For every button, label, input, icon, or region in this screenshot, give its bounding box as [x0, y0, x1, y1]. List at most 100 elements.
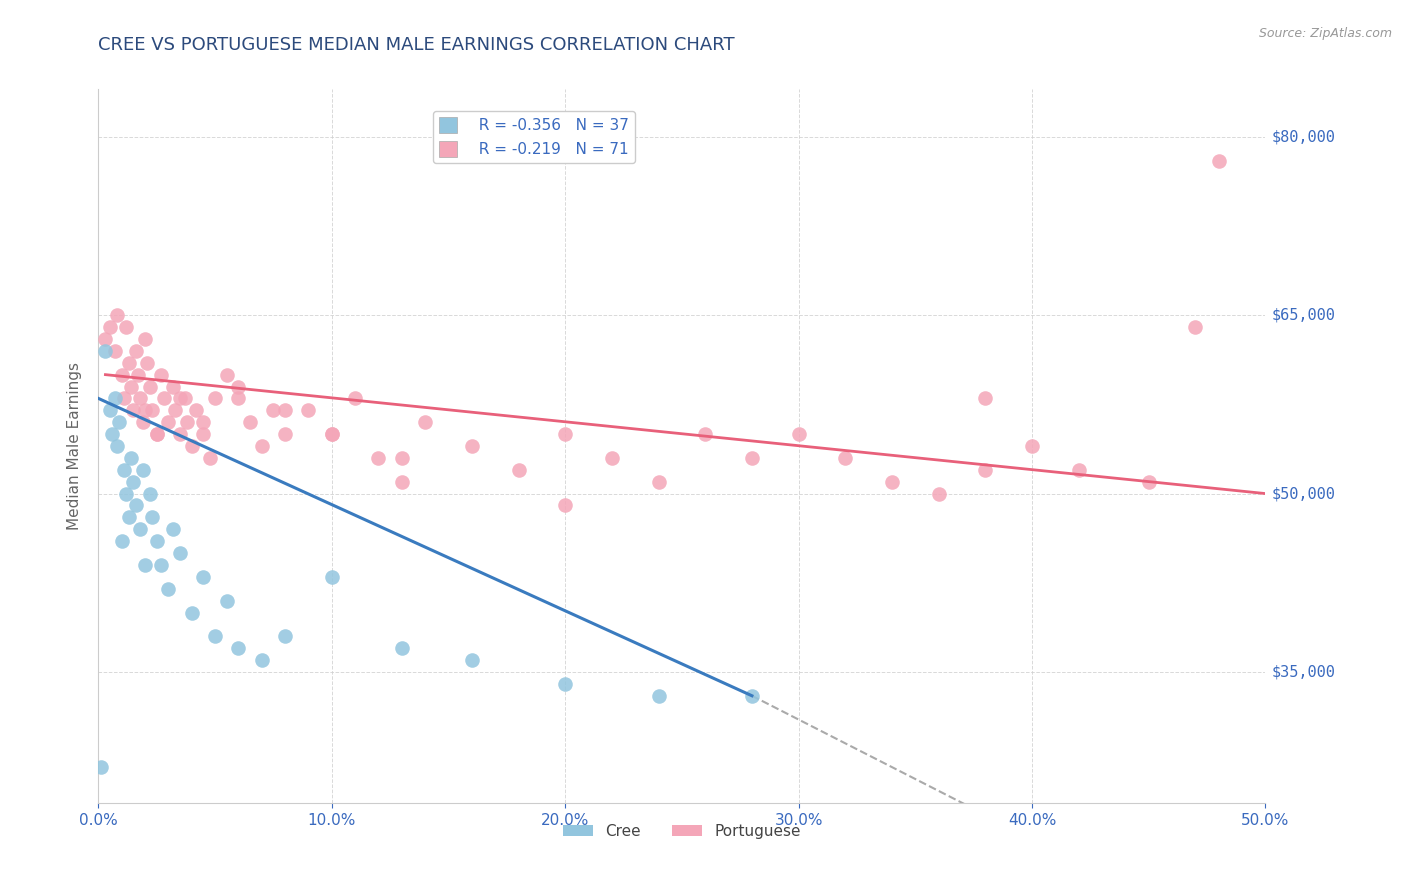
- Point: [169, 427, 191, 442]
- Point: [321, 427, 343, 442]
- Point: [146, 427, 169, 442]
- Point: [228, 392, 250, 406]
- Point: [647, 689, 669, 703]
- Point: [180, 439, 202, 453]
- Point: [204, 629, 226, 643]
- Point: [974, 463, 997, 477]
- Point: [297, 403, 319, 417]
- Point: [165, 403, 187, 417]
- Point: [162, 379, 184, 393]
- Point: [105, 308, 128, 322]
- Point: [139, 486, 162, 500]
- Point: [118, 356, 141, 370]
- Legend: Cree, Portuguese: Cree, Portuguese: [557, 818, 807, 845]
- Point: [228, 379, 250, 393]
- Point: [508, 463, 530, 477]
- Point: [193, 427, 215, 442]
- Text: $80,000: $80,000: [1271, 129, 1336, 145]
- Point: [787, 427, 810, 442]
- Point: [215, 368, 238, 382]
- Text: $65,000: $65,000: [1271, 308, 1336, 323]
- Point: [111, 368, 134, 382]
- Point: [834, 450, 856, 465]
- Point: [695, 427, 717, 442]
- Point: [239, 415, 262, 429]
- Point: [1067, 463, 1090, 477]
- Point: [115, 320, 138, 334]
- Point: [928, 486, 950, 500]
- Point: [391, 641, 413, 656]
- Point: [228, 641, 250, 656]
- Point: [974, 392, 997, 406]
- Point: [180, 606, 202, 620]
- Point: [274, 629, 297, 643]
- Point: [94, 332, 117, 346]
- Point: [274, 427, 297, 442]
- Point: [600, 450, 623, 465]
- Point: [129, 392, 152, 406]
- Point: [98, 403, 121, 417]
- Point: [134, 332, 156, 346]
- Point: [173, 392, 195, 406]
- Point: [104, 392, 127, 406]
- Point: [186, 403, 208, 417]
- Point: [104, 343, 127, 358]
- Point: [169, 546, 191, 560]
- Point: [152, 392, 174, 406]
- Point: [125, 343, 148, 358]
- Point: [139, 379, 162, 393]
- Text: Source: ZipAtlas.com: Source: ZipAtlas.com: [1258, 27, 1392, 40]
- Point: [112, 392, 135, 406]
- Point: [344, 392, 367, 406]
- Point: [129, 522, 152, 536]
- Point: [111, 534, 134, 549]
- Point: [132, 415, 155, 429]
- Point: [132, 463, 155, 477]
- Point: [162, 522, 184, 536]
- Point: [215, 593, 238, 607]
- Point: [108, 415, 131, 429]
- Point: [1137, 475, 1160, 489]
- Point: [250, 653, 273, 667]
- Point: [157, 582, 180, 596]
- Point: [262, 403, 284, 417]
- Point: [193, 570, 215, 584]
- Point: [134, 403, 156, 417]
- Text: $50,000: $50,000: [1271, 486, 1336, 501]
- Point: [321, 570, 343, 584]
- Point: [150, 368, 173, 382]
- Point: [554, 499, 576, 513]
- Point: [250, 439, 273, 453]
- Point: [157, 415, 180, 429]
- Point: [146, 534, 169, 549]
- Point: [141, 403, 163, 417]
- Point: [120, 450, 142, 465]
- Point: [141, 510, 163, 524]
- Point: [146, 427, 169, 442]
- Text: $35,000: $35,000: [1271, 665, 1336, 680]
- Point: [169, 392, 191, 406]
- Point: [391, 450, 413, 465]
- Point: [741, 450, 763, 465]
- Point: [367, 450, 389, 465]
- Point: [200, 450, 222, 465]
- Point: [413, 415, 436, 429]
- Point: [90, 760, 112, 774]
- Point: [125, 499, 148, 513]
- Text: CREE VS PORTUGUESE MEDIAN MALE EARNINGS CORRELATION CHART: CREE VS PORTUGUESE MEDIAN MALE EARNINGS …: [98, 36, 735, 54]
- Point: [120, 379, 142, 393]
- Point: [122, 475, 145, 489]
- Point: [461, 439, 484, 453]
- Point: [274, 403, 297, 417]
- Point: [391, 475, 413, 489]
- Point: [647, 475, 669, 489]
- Point: [741, 689, 763, 703]
- Point: [554, 677, 576, 691]
- Point: [118, 510, 141, 524]
- Point: [134, 558, 156, 572]
- Y-axis label: Median Male Earnings: Median Male Earnings: [67, 362, 83, 530]
- Point: [880, 475, 903, 489]
- Point: [1184, 320, 1206, 334]
- Point: [115, 486, 138, 500]
- Point: [204, 392, 226, 406]
